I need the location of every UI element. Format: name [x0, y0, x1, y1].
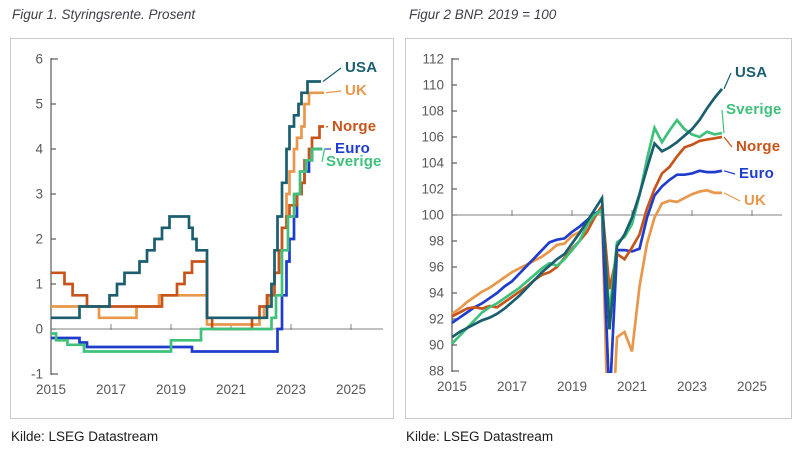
svg-text:0: 0 — [35, 322, 43, 337]
svg-text:2021: 2021 — [617, 379, 647, 394]
figure2-source: Kilde: LSEG Datastream — [406, 429, 554, 444]
series-label-norge: Norge — [332, 118, 377, 135]
svg-text:3: 3 — [35, 187, 43, 202]
svg-text:2025: 2025 — [336, 382, 366, 397]
svg-text:92: 92 — [429, 312, 444, 327]
series-label-norge: Norge — [736, 138, 781, 155]
svg-text:96: 96 — [429, 260, 444, 275]
svg-text:110: 110 — [422, 78, 444, 93]
svg-text:112: 112 — [422, 52, 444, 67]
svg-text:2017: 2017 — [96, 382, 126, 397]
figure1-title: Figur 1. Styringsrente. Prosent — [12, 7, 196, 22]
figure1-chart-panel: -1 0 1 2 3 4 5 6 2015 2017 2019 2021 2023 2025 USA UK… — [10, 38, 394, 419]
series-label-euro: Euro — [335, 140, 370, 157]
series-label-uk: UK — [744, 192, 767, 209]
svg-text:2015: 2015 — [36, 382, 66, 397]
svg-text:2025: 2025 — [737, 379, 767, 394]
svg-text:1: 1 — [35, 277, 43, 292]
svg-text:108: 108 — [421, 104, 444, 119]
svg-text:90: 90 — [429, 338, 444, 353]
svg-text:2023: 2023 — [677, 379, 707, 394]
svg-text:2: 2 — [35, 232, 43, 247]
series-label-sverige: Sverige — [726, 101, 782, 118]
figure2-chart-panel: 88 90 92 94 96 98 100 102 104 106 108 110 112 2015 201… — [405, 38, 792, 419]
svg-text:5: 5 — [35, 97, 43, 112]
series-label-usa: USA — [735, 64, 768, 81]
svg-text:100: 100 — [421, 208, 444, 223]
series-label-uk: UK — [345, 82, 368, 99]
series-label-euro: Euro — [739, 165, 774, 182]
svg-text:102: 102 — [421, 182, 444, 197]
svg-text:2017: 2017 — [497, 379, 527, 394]
gdp-index-chart: 88 90 92 94 96 98 100 102 104 106 108 110 112 2015 201… — [421, 52, 782, 394]
svg-text:4: 4 — [35, 142, 43, 157]
svg-text:88: 88 — [429, 364, 444, 379]
svg-text:-1: -1 — [31, 367, 43, 382]
svg-text:106: 106 — [421, 130, 444, 145]
policy-rate-chart: -1 0 1 2 3 4 5 6 2015 2017 2019 2021 2023 2025 — [31, 52, 383, 397]
svg-text:94: 94 — [429, 286, 445, 301]
svg-text:2019: 2019 — [156, 382, 186, 397]
svg-text:2015: 2015 — [437, 379, 467, 394]
series-label-sverige: Sverige — [326, 153, 382, 170]
svg-text:104: 104 — [421, 156, 444, 171]
figure2-title: Figur 2 BNP. 2019 = 100 — [409, 7, 557, 22]
svg-text:2019: 2019 — [557, 379, 587, 394]
figure1-source: Kilde: LSEG Datastream — [11, 429, 159, 444]
svg-text:2023: 2023 — [276, 382, 306, 397]
series-label-usa: USA — [345, 59, 378, 76]
svg-text:2021: 2021 — [216, 382, 246, 397]
svg-text:98: 98 — [429, 234, 444, 249]
svg-text:6: 6 — [35, 52, 43, 67]
